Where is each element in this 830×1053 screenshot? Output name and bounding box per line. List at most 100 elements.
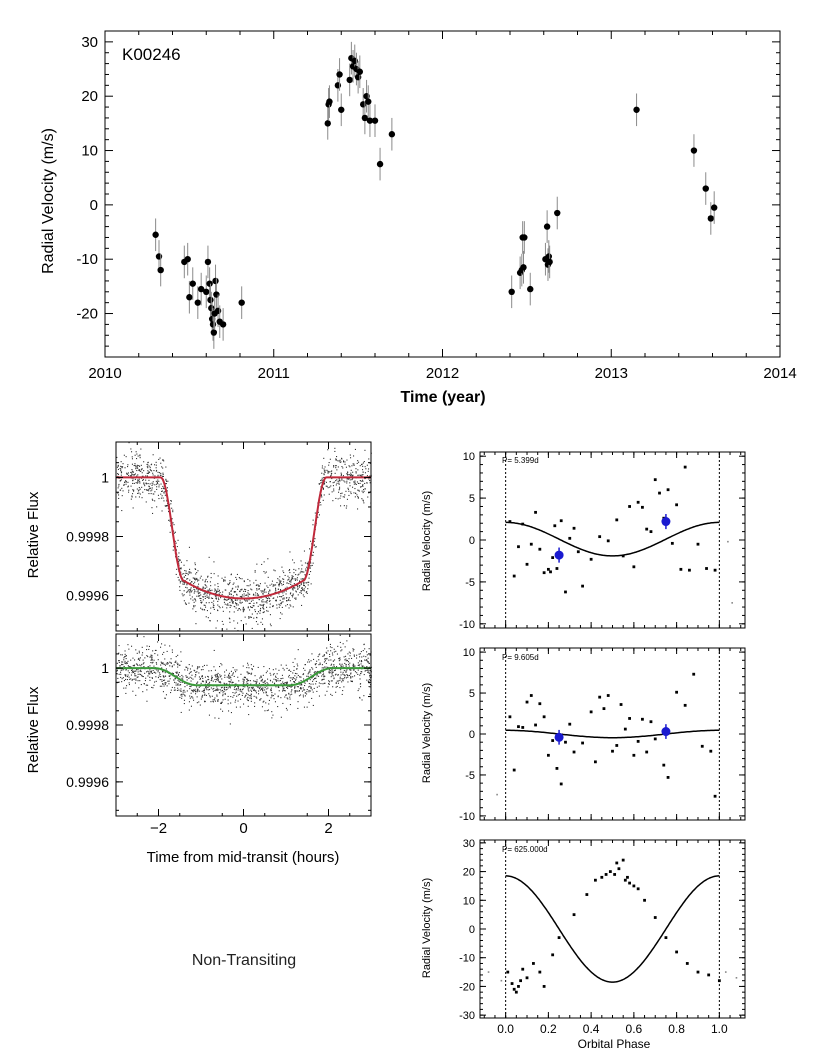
lc-data-point	[251, 589, 253, 591]
lc-data-point	[213, 687, 215, 689]
lc-data-point	[275, 590, 277, 592]
lc-data-point	[247, 700, 249, 702]
lc-data-point	[346, 674, 348, 676]
lc-data-point	[210, 572, 212, 574]
lc-data-point	[337, 674, 339, 676]
lc-data-point	[350, 677, 352, 679]
lc-data-point	[217, 699, 219, 701]
lc-data-point	[138, 687, 140, 689]
lc-data-point	[123, 454, 125, 456]
lc-data-point	[317, 656, 319, 658]
lc-data-point	[183, 583, 185, 585]
lc-data-point	[143, 483, 145, 485]
lc-data-point	[339, 659, 341, 661]
lc-data-point	[270, 697, 272, 699]
lc-data-point	[275, 600, 277, 602]
lc-data-point	[224, 676, 226, 678]
lc-data-point	[365, 669, 367, 671]
lc-data-point	[338, 660, 340, 662]
lc-data-point	[347, 675, 349, 677]
lc-data-point	[186, 591, 188, 593]
lc-data-point	[119, 480, 121, 482]
lc-data-point	[250, 687, 252, 689]
lc-data-point	[195, 690, 197, 692]
lc-data-point	[120, 479, 122, 481]
lc-data-point	[126, 662, 128, 664]
lc-data-point	[316, 660, 318, 662]
lc-data-point	[318, 659, 320, 661]
lc-data-point	[369, 675, 371, 677]
lc-data-point	[349, 482, 351, 484]
lc-data-point	[358, 489, 360, 491]
lc-data-point	[336, 666, 338, 668]
lc-data-point	[307, 563, 309, 565]
lc-data-point	[365, 656, 367, 658]
lc-data-point	[277, 685, 279, 687]
phase-point	[517, 985, 520, 988]
lc-data-point	[179, 681, 181, 683]
lc-data-point	[155, 480, 157, 482]
lc-data-point	[199, 678, 201, 680]
lc-data-point	[313, 672, 315, 674]
lc-data-point	[200, 598, 202, 600]
lc-data-point	[209, 588, 211, 590]
lc-data-point	[205, 688, 207, 690]
lc-data-point	[362, 469, 364, 471]
lc-data-point	[155, 464, 157, 466]
lc-data-point	[323, 675, 325, 677]
lc-data-point	[288, 669, 290, 671]
lc-data-point	[121, 466, 123, 468]
lc-data-point	[278, 680, 280, 682]
lc-data-point	[358, 490, 360, 492]
lc-data-point	[334, 450, 336, 452]
lc-data-point	[251, 627, 253, 629]
lc-data-point	[362, 462, 364, 464]
lc-data-point	[249, 593, 251, 595]
lc-data-point	[228, 592, 230, 594]
lc-data-point	[202, 579, 204, 581]
lc-data-point	[308, 672, 310, 674]
lc-data-point	[125, 692, 127, 694]
lc-data-point	[263, 666, 265, 668]
lc-data-point	[240, 698, 242, 700]
lc-data-point	[296, 579, 298, 581]
lc-data-point	[351, 478, 353, 480]
lc-data-point	[239, 602, 241, 604]
phase-point	[521, 967, 525, 971]
lc-data-point	[124, 662, 126, 664]
lc-data-point	[359, 653, 361, 655]
lc-data-point	[212, 603, 214, 605]
lc-data-point	[359, 678, 361, 680]
lc-data-point	[278, 603, 280, 605]
rv-time-point	[203, 288, 210, 295]
lc-data-point	[171, 507, 173, 509]
lc-data-point	[216, 591, 218, 593]
lc-data-point	[323, 682, 325, 684]
lc-data-point	[244, 686, 246, 688]
lc-data-point	[187, 589, 189, 591]
lc-data-point	[229, 604, 231, 606]
lc-data-point	[310, 687, 312, 689]
lc-data-point	[351, 681, 353, 683]
lc-data-point	[203, 690, 205, 692]
lc-data-point	[286, 697, 288, 699]
lc-data-point	[188, 701, 190, 703]
lc-data-point	[205, 585, 207, 587]
lc-data-point	[202, 694, 204, 696]
lc-data-point	[203, 688, 205, 690]
lc-data-point	[170, 500, 172, 502]
lc-data-point	[242, 688, 244, 690]
lc-data-point	[260, 698, 262, 700]
lc-data-point	[280, 683, 282, 685]
lc-data-point	[157, 474, 159, 476]
lc-data-point	[227, 699, 229, 701]
lc-data-point	[157, 641, 159, 643]
lc-data-point	[204, 584, 206, 586]
lc-data-point	[232, 692, 234, 694]
phase-point	[572, 913, 576, 917]
lc-data-point	[343, 480, 345, 482]
lc-data-point	[261, 679, 263, 681]
lc-data-point	[349, 479, 351, 481]
lc-data-point	[118, 661, 120, 663]
lc-data-point	[257, 611, 259, 613]
